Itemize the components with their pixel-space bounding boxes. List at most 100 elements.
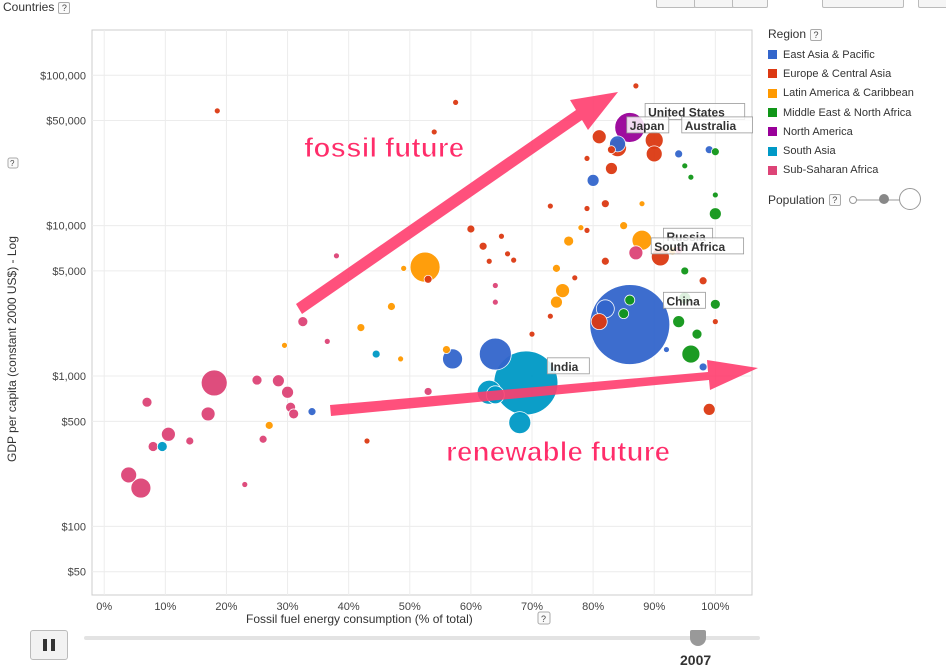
country-bubble[interactable] <box>371 349 381 359</box>
country-bubble[interactable] <box>571 274 579 282</box>
country-bubble[interactable] <box>687 173 695 181</box>
country-bubble[interactable] <box>681 344 701 364</box>
country-bubble[interactable] <box>466 224 476 234</box>
country-bubble[interactable] <box>147 441 159 452</box>
country-bubble[interactable] <box>258 434 268 444</box>
legend-item-sub-saharan-africa[interactable]: Sub-Saharan Africa <box>768 161 914 180</box>
country-bubble[interactable] <box>607 145 616 155</box>
slider-knob[interactable] <box>878 194 889 204</box>
country-bubble[interactable] <box>698 276 708 286</box>
country-bubble[interactable] <box>442 348 463 370</box>
country-bubble[interactable] <box>708 207 722 221</box>
country-bubble[interactable] <box>508 411 532 435</box>
country-bubble[interactable] <box>605 162 618 175</box>
country-bubble[interactable] <box>185 436 195 446</box>
toolbar-button-2[interactable] <box>694 0 734 8</box>
y-axis-help-icon[interactable]: ? <box>7 157 19 169</box>
country-bubble[interactable] <box>674 149 684 159</box>
x-axis-help-icon[interactable]: ? <box>537 611 551 625</box>
country-bubble[interactable] <box>563 235 575 247</box>
country-bubble[interactable] <box>478 337 512 371</box>
country-bubble[interactable] <box>663 346 670 353</box>
options-button[interactable] <box>918 0 946 8</box>
timeline-track[interactable] <box>84 636 760 640</box>
country-bubble[interactable] <box>624 294 636 306</box>
country-bubble[interactable] <box>442 345 451 354</box>
settings-button[interactable] <box>822 0 904 8</box>
country-bubble[interactable] <box>638 200 646 208</box>
toolbar-button-3[interactable] <box>732 0 768 8</box>
country-bubble[interactable] <box>485 257 493 265</box>
country-bubble[interactable] <box>672 315 686 329</box>
country-bubble[interactable] <box>528 330 536 338</box>
country-bubble[interactable] <box>628 245 644 261</box>
country-bubble[interactable] <box>591 129 607 145</box>
country-bubble[interactable] <box>583 155 591 162</box>
country-bubble[interactable] <box>271 374 285 388</box>
country-bubble[interactable] <box>546 202 554 210</box>
country-bubble[interactable] <box>241 481 249 488</box>
country-bubble[interactable] <box>510 256 518 264</box>
country-bubble[interactable] <box>600 256 610 266</box>
country-bubble[interactable] <box>281 385 294 399</box>
pause-button[interactable] <box>30 630 68 660</box>
legend-item-east-asia-pacific[interactable]: East Asia & Pacific <box>768 45 914 64</box>
population-size-slider[interactable] <box>848 188 929 212</box>
country-bubble[interactable] <box>423 274 433 284</box>
toolbar-button-1[interactable] <box>656 0 696 8</box>
country-bubble[interactable] <box>498 232 505 240</box>
country-bubble[interactable] <box>141 396 153 408</box>
country-bubble[interactable] <box>491 282 499 289</box>
country-bubble[interactable] <box>586 173 600 187</box>
country-bubble[interactable] <box>618 308 630 320</box>
country-bubble[interactable] <box>200 406 216 422</box>
country-bubble[interactable] <box>297 316 309 328</box>
country-bubble[interactable] <box>200 369 228 397</box>
country-bubble[interactable] <box>550 295 563 309</box>
country-bubble[interactable] <box>552 263 561 273</box>
country-bubble[interactable] <box>363 437 371 445</box>
country-bubble[interactable] <box>600 199 610 209</box>
country-bubble[interactable] <box>619 221 629 231</box>
country-bubble[interactable] <box>281 341 288 349</box>
country-bubble[interactable] <box>702 403 716 416</box>
country-bubble[interactable] <box>387 302 396 311</box>
countries-selector[interactable]: Countries? <box>3 0 71 14</box>
country-bubble[interactable] <box>478 241 488 251</box>
country-bubble[interactable] <box>213 107 221 115</box>
country-bubble[interactable] <box>491 298 499 306</box>
country-bubble[interactable] <box>160 426 176 442</box>
legend-item-middle-east-north-africa[interactable]: Middle East & North Africa <box>768 103 914 122</box>
country-bubble[interactable] <box>711 318 719 326</box>
legend-item-south-asia[interactable]: South Asia <box>768 141 914 160</box>
country-bubble[interactable] <box>680 266 690 276</box>
country-bubble[interactable] <box>504 250 511 258</box>
country-bubble[interactable] <box>555 283 570 298</box>
country-bubble[interactable] <box>632 82 640 90</box>
country-bubble[interactable] <box>264 420 274 430</box>
countries-help-icon[interactable]: ? <box>58 1 71 14</box>
country-bubble[interactable] <box>709 298 721 310</box>
country-bubble[interactable] <box>397 355 405 363</box>
country-bubble[interactable] <box>251 374 263 386</box>
country-bubble[interactable] <box>452 99 460 106</box>
country-bubble[interactable] <box>333 252 340 260</box>
country-bubble[interactable] <box>130 477 152 499</box>
country-bubble[interactable] <box>577 224 585 232</box>
country-bubble[interactable] <box>583 205 591 212</box>
timeline-handle[interactable] <box>690 630 706 646</box>
country-bubble[interactable] <box>356 323 366 332</box>
country-bubble[interactable] <box>430 128 438 136</box>
legend-help-icon[interactable]: ? <box>810 28 823 41</box>
country-bubble[interactable] <box>423 387 433 396</box>
country-bubble[interactable] <box>711 191 719 199</box>
legend-item-europe-central-asia[interactable]: Europe & Central Asia <box>768 64 914 83</box>
country-bubble[interactable] <box>681 162 689 170</box>
legend-item-latin-america-caribbean[interactable]: Latin America & Caribbean <box>768 84 914 103</box>
country-bubble[interactable] <box>710 147 720 157</box>
legend-item-north-america[interactable]: North America <box>768 122 914 141</box>
country-bubble[interactable] <box>307 407 317 417</box>
country-bubble[interactable] <box>691 328 703 340</box>
population-help-icon[interactable]: ? <box>828 194 841 206</box>
country-bubble[interactable] <box>156 441 168 452</box>
